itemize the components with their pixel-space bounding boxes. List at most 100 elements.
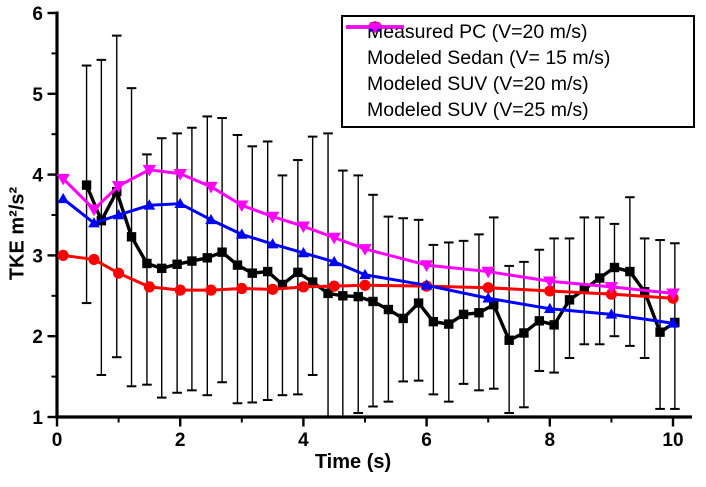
data-point-marker xyxy=(625,266,635,277)
data-point-marker xyxy=(236,282,248,295)
data-point-marker xyxy=(420,279,433,290)
data-point-marker xyxy=(398,313,408,324)
data-point-marker xyxy=(413,298,424,308)
legend-entry-2: Modeled SUV (V=20 m/s) xyxy=(346,21,693,97)
x-tick-label: 6 xyxy=(421,430,432,451)
data-point-marker xyxy=(504,335,514,345)
data-point-marker xyxy=(323,288,333,299)
y-axis-title: TKE m²/s² xyxy=(6,186,29,281)
data-point-marker xyxy=(609,262,620,273)
data-point-marker xyxy=(56,173,70,186)
data-point-marker xyxy=(232,260,243,270)
data-point-marker xyxy=(359,268,371,280)
data-point-marker xyxy=(57,192,69,204)
data-point-marker xyxy=(604,282,619,294)
data-point-marker xyxy=(112,209,125,220)
data-point-marker xyxy=(88,217,100,228)
data-point-marker xyxy=(265,211,280,224)
x-tick-label: 10 xyxy=(662,430,683,451)
x-tick-label: 8 xyxy=(545,430,556,451)
legend-entry-1: Modeled Sedan (V= 15 m/s) xyxy=(346,21,693,71)
y-tick-label: 5 xyxy=(32,85,43,106)
data-point-marker xyxy=(202,253,213,263)
data-point-marker xyxy=(605,288,618,300)
data-point-marker xyxy=(277,279,288,290)
data-point-marker xyxy=(359,279,371,291)
data-point-marker xyxy=(205,284,217,296)
x-tick-label: 4 xyxy=(298,430,309,451)
y-tick-label: 2 xyxy=(32,327,43,348)
data-point-marker xyxy=(534,316,545,326)
data-point-marker xyxy=(328,255,340,267)
data-point-marker xyxy=(173,168,187,181)
data-point-marker xyxy=(655,327,665,337)
series-3 xyxy=(56,164,680,301)
data-point-marker xyxy=(247,268,257,278)
data-point-marker xyxy=(205,213,217,225)
legend-sample-triangle-down-icon xyxy=(346,22,404,33)
data-point-marker xyxy=(266,238,279,249)
data-point-marker xyxy=(297,281,309,293)
data-point-marker xyxy=(296,221,311,234)
data-point-marker xyxy=(328,280,340,292)
data-point-marker xyxy=(204,181,218,194)
data-point-marker xyxy=(481,266,495,279)
data-point-marker xyxy=(143,281,155,293)
data-point-marker xyxy=(172,259,182,269)
data-point-marker xyxy=(307,277,318,287)
legend-entry-3: Modeled SUV (V=25 m/s) xyxy=(346,22,693,123)
data-point-marker xyxy=(327,232,341,245)
data-point-marker xyxy=(544,302,556,314)
data-point-marker xyxy=(482,292,494,303)
series-line xyxy=(62,253,674,300)
data-point-marker xyxy=(419,260,434,272)
data-point-marker xyxy=(267,283,279,295)
data-point-marker xyxy=(187,256,197,266)
data-point-marker xyxy=(543,276,557,288)
data-point-marker xyxy=(358,244,372,256)
y-tick-label: 4 xyxy=(32,166,43,187)
data-point-marker xyxy=(174,284,186,296)
data-point-marker xyxy=(143,199,156,210)
data-point-marker xyxy=(338,291,348,301)
legend-label: Modeled SUV (V=25 m/s) xyxy=(367,98,589,121)
data-point-marker xyxy=(297,246,310,258)
data-point-marker xyxy=(666,288,680,301)
series-line xyxy=(62,197,674,325)
data-point-marker xyxy=(88,253,100,266)
data-point-marker xyxy=(383,304,394,315)
data-point-marker xyxy=(667,317,679,328)
data-point-marker xyxy=(262,266,273,277)
legend-entry-0: Measured PC (V=20 m/s) xyxy=(346,20,693,45)
data-point-marker xyxy=(87,204,101,217)
series-1 xyxy=(57,249,679,304)
x-axis-title: Time (s) xyxy=(314,451,392,473)
series-2 xyxy=(57,192,679,328)
data-point-marker xyxy=(474,308,484,318)
data-point-marker xyxy=(113,267,125,279)
legend-label: Modeled SUV (V=20 m/s) xyxy=(367,72,589,95)
data-point-marker xyxy=(428,316,439,327)
x-tick-label: 0 xyxy=(52,430,63,451)
data-point-marker xyxy=(544,285,556,297)
data-point-marker xyxy=(564,295,575,305)
data-point-marker xyxy=(217,247,227,257)
data-point-marker xyxy=(236,228,248,239)
y-tick-label: 6 xyxy=(32,4,43,25)
data-point-marker xyxy=(605,308,618,319)
data-point-marker xyxy=(368,296,378,307)
y-tick-label: 1 xyxy=(32,408,43,429)
data-point-marker xyxy=(482,282,494,294)
data-point-marker xyxy=(157,263,167,274)
data-point-marker xyxy=(519,328,529,338)
data-point-marker xyxy=(126,232,137,242)
series-line xyxy=(62,168,674,295)
data-point-marker xyxy=(594,273,605,283)
legend-label: Modeled Sedan (V= 15 m/s) xyxy=(367,47,611,70)
series-line xyxy=(84,184,676,342)
legend-label: Measured PC (V=20 m/s) xyxy=(367,21,588,44)
data-point-marker xyxy=(235,200,249,213)
data-point-marker xyxy=(142,258,152,269)
data-point-marker xyxy=(174,197,186,208)
